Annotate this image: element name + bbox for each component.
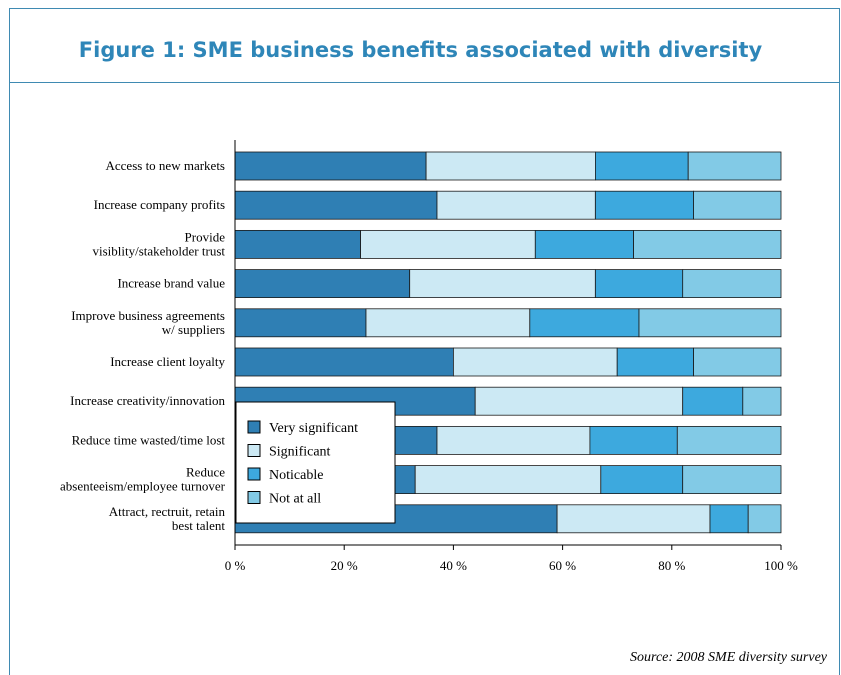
legend: Very significant Significant Noticable Not … [235,401,396,524]
chart-title: Figure 1: SME business benefits associat… [78,38,763,62]
bar-segment-noticable-1 [595,190,695,220]
bar-segment-noticable-3 [595,269,684,299]
bar-segment-very-significant-4 [234,308,367,338]
bar-segment-significant-6 [474,386,684,416]
legend-label: Not at all [269,492,321,507]
category-label: Reduce time wasted/time lost [72,432,226,447]
bar-segment-not-at-all-7 [676,425,782,455]
bar-segment-significant-0 [425,151,596,181]
bar-segment-noticable-4 [529,308,640,338]
x-tick-label: 40 % [440,558,467,573]
bar-segment-significant-3 [409,269,596,299]
bar-segment-noticable-5 [616,347,695,377]
category-label: Increase creativity/innovation [70,393,225,408]
legend-box [235,401,396,524]
legend-swatch [247,491,261,504]
bar-segment-significant-9 [556,504,711,534]
bar-segment-noticable-6 [682,386,744,416]
figure-frame [9,8,840,675]
category-label: Improve business agreements [71,308,225,323]
source-note: Source: 2008 SME diversity survey [630,650,827,665]
legend-label: Noticable [269,468,323,483]
bar-segment-noticable-0 [595,151,689,181]
x-tick-label: 100 % [764,558,798,573]
bar-segment-not-at-all-0 [687,151,782,181]
legend-swatch [247,467,261,481]
bar-segment-not-at-all-6 [742,386,782,416]
bar-segment-not-at-all-1 [693,190,782,220]
category-label: visiblity/stakeholder trust [92,243,225,258]
bar-segment-noticable-8 [600,465,684,495]
x-tick-label: 60 % [549,558,576,573]
bar-segment-not-at-all-2 [633,229,782,259]
category-label: Reduce [186,465,225,480]
x-axis: 0 % 20 % 40 % 60 % 80 % 100 % [225,140,798,573]
category-label: best talent [172,518,225,533]
category-labels: Access to new markets Increase company pr… [60,158,226,533]
category-label: absenteeism/employee turnover [60,479,226,494]
category-label: Increase brand value [117,276,225,291]
legend-swatch [247,444,261,457]
bar-segment-significant-1 [436,190,596,220]
category-label: Provide [185,229,226,244]
category-label: Attract, rectruit, retain [109,504,226,519]
bar-segment-significant-2 [360,229,536,259]
bar-segment-very-significant-2 [234,229,361,259]
category-label: Increase company profits [94,197,225,212]
bar-segment-significant-7 [436,425,591,455]
category-label: Access to new markets [106,158,226,173]
title-divider [10,82,839,83]
bar-segment-very-significant-3 [234,269,411,299]
x-tick-label: 80 % [658,558,685,573]
bar-segment-noticable-2 [534,229,634,259]
legend-swatch [247,420,261,434]
legend-label: Very significant [269,421,358,436]
bar-segment-significant-4 [365,308,531,338]
legend-label: Significant [269,445,331,460]
bar-segment-not-at-all-3 [682,269,782,299]
bar-segment-significant-8 [414,465,602,495]
bar-segment-very-significant-1 [234,190,438,220]
bar-segment-not-at-all-8 [682,465,782,495]
bar-segment-noticable-9 [709,504,749,534]
bar-segment-not-at-all-5 [693,347,782,377]
bar-segment-not-at-all-4 [638,308,782,338]
bar-segment-very-significant-0 [234,151,427,181]
category-label: w/ suppliers [162,322,225,337]
bar-segment-very-significant-5 [234,347,454,377]
category-label: Increase client loyalty [110,354,225,369]
bar-segment-significant-5 [452,347,618,377]
x-tick-label: 20 % [331,558,358,573]
bar-segment-not-at-all-9 [747,504,782,534]
x-tick-label: 0 % [225,558,246,573]
bar-segment-noticable-7 [589,425,678,455]
